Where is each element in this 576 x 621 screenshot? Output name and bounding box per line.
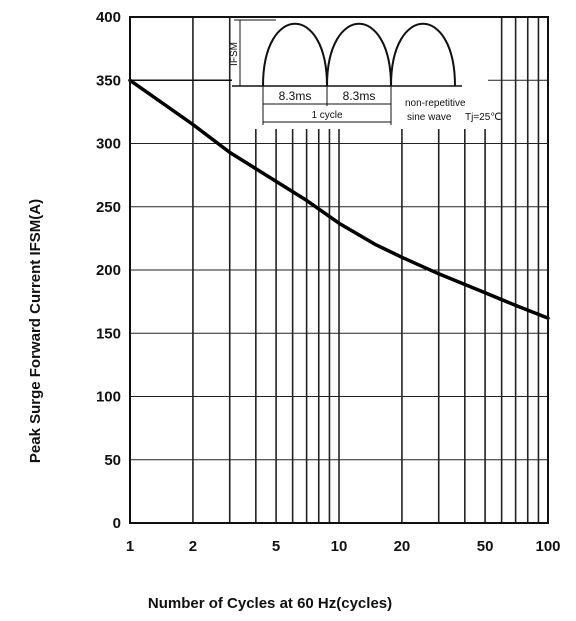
temperature-label: Tj=25℃ — [465, 112, 502, 123]
y-tick-label: 300 — [96, 136, 121, 153]
x-axis-title: Number of Cycles at 60 Hz(cycles) — [148, 595, 392, 612]
cycle-label: 1 cycle — [311, 110, 343, 121]
y-tick-label: 200 — [96, 262, 121, 279]
period-label-1: 8.3ms — [279, 89, 312, 103]
tick-labels: 1 2 5 10 20 50 100 0 50 100 150 200 250 300 350 400 — [96, 9, 561, 555]
y-tick-label: 250 — [96, 199, 121, 216]
y-tick-label: 50 — [104, 452, 121, 469]
x-tick-label: 50 — [477, 538, 494, 555]
inset-waveform-diagram: IFSM 8.3ms 8.3ms 1 cycle non-repetitive … — [229, 17, 502, 129]
y-tick-label: 400 — [96, 9, 121, 26]
x-tick-label: 20 — [394, 538, 411, 555]
x-tick-label: 1 — [126, 538, 134, 555]
half-sine-wave-1 — [262, 22, 328, 87]
x-tick-label: 2 — [189, 538, 197, 555]
note-line-1: non-repetitive — [405, 98, 466, 109]
x-tick-label: 10 — [331, 538, 348, 555]
x-tick-label: 100 — [535, 538, 560, 555]
y-tick-label: 0 — [113, 515, 121, 532]
y-axis-title: Peak Surge Forward Current IFSM(A) — [27, 199, 44, 463]
x-tick-label: 5 — [272, 538, 280, 555]
period-label-2: 8.3ms — [343, 89, 376, 103]
y-tick-label: 150 — [96, 325, 121, 342]
ifsm-label: IFSM — [229, 42, 240, 66]
half-sine-wave-3 — [390, 22, 456, 87]
half-sine-wave-2 — [326, 22, 392, 87]
series-group — [128, 78, 550, 320]
y-tick-label: 100 — [96, 389, 121, 406]
y-tick-label: 350 — [96, 72, 121, 89]
surge-current-curve — [128, 78, 550, 320]
plot-frame — [129, 16, 549, 524]
note-line-2: sine wave — [407, 112, 452, 123]
